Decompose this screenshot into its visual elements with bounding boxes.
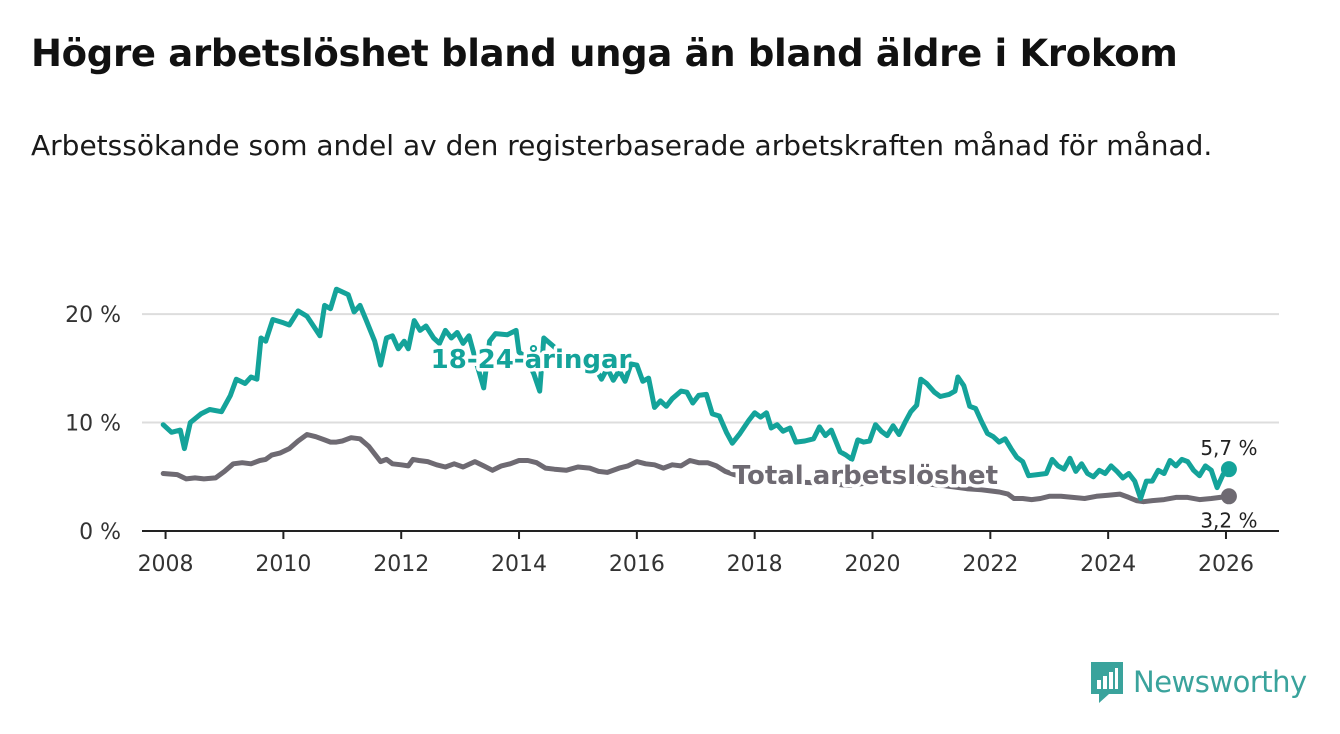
end-marker-total	[1220, 488, 1237, 505]
grid-lines	[142, 313, 1279, 424]
x-tick-label-2014: 2014	[491, 552, 547, 577]
x-tick-label-2024: 2024	[1080, 552, 1136, 577]
chart-title: Högre arbetslöshet bland unga än bland ä…	[31, 32, 1178, 75]
series-line-total	[160, 432, 1232, 505]
chart-subtitle: Arbetssökande som andel av den registerb…	[31, 129, 1213, 162]
y-tick-label-20: 20 %	[65, 303, 121, 328]
series-lines	[160, 286, 1237, 505]
end-marker-youth	[1220, 461, 1237, 478]
end-label-youth: 5,7 %	[1200, 436, 1257, 460]
x-tick-label-2026: 2026	[1198, 552, 1254, 577]
x-axis: 2008 2010 2012 2014 2016 2018 2020 2022 2024 2026	[138, 530, 1279, 577]
x-tick-label-2020: 2020	[845, 552, 901, 577]
x-tick-label-2008: 2008	[138, 552, 194, 577]
brand-name: Newsworthy	[1133, 665, 1307, 699]
newsworthy-logo-icon	[1091, 662, 1123, 703]
series-label-total: Total arbetslöshet	[733, 461, 998, 491]
series-line-youth	[160, 286, 1232, 501]
x-tick-label-2012: 2012	[373, 552, 429, 577]
y-tick-label-10: 10 %	[65, 412, 121, 437]
newsworthy-logo: Newsworthy	[1089, 660, 1307, 704]
y-axis: 0 % 10 % 20 %	[65, 303, 121, 545]
x-tick-label-2010: 2010	[255, 552, 311, 577]
x-tick-label-2016: 2016	[609, 552, 665, 577]
series-label-youth: 18-24-åringar	[431, 343, 632, 375]
y-tick-label-0: 0 %	[79, 520, 121, 545]
x-tick-label-2022: 2022	[962, 552, 1018, 577]
series-labels: 18-24-åringar Total arbetslöshet 5,7 % 3,2 …	[427, 340, 1257, 533]
x-tick-label-2018: 2018	[727, 552, 783, 577]
end-label-total: 3,2 %	[1200, 508, 1257, 532]
